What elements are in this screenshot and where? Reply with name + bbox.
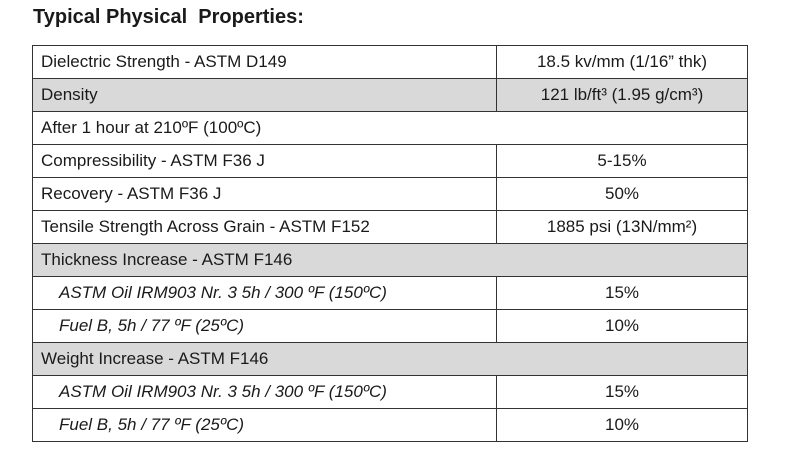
cell: 18.5 kv/mm (1/16” thk) xyxy=(496,45,748,79)
cell: 15% xyxy=(496,375,748,409)
cell: 5-15% xyxy=(496,144,748,178)
row: Tensile Strength Across Grain - ASTM F15… xyxy=(32,210,748,244)
cell: Fuel B, 5h / 77 ºF (25ºC) xyxy=(32,309,497,343)
cell: 10% xyxy=(496,408,748,442)
cell: 15% xyxy=(496,276,748,310)
row: Recovery - ASTM F36 J 50% xyxy=(32,177,748,211)
cell: Compressibility - ASTM F36 J xyxy=(32,144,497,178)
row: ASTM Oil IRM903 Nr. 3 5h / 300 ºF (150ºC… xyxy=(32,276,748,310)
cell: Tensile Strength Across Grain - ASTM F15… xyxy=(32,210,497,244)
cell: Density xyxy=(32,78,497,112)
row: Fuel B, 5h / 77 ºF (25ºC) 10% xyxy=(32,408,748,442)
cell: Fuel B, 5h / 77 ºF (25ºC) xyxy=(32,408,497,442)
row: Weight Increase - ASTM F146 xyxy=(32,342,748,376)
cell: 50% xyxy=(496,177,748,211)
cell: 121 lb/ft³ (1.95 g/cm³) xyxy=(496,78,748,112)
cell: ASTM Oil IRM903 Nr. 3 5h / 300 ºF (150ºC… xyxy=(32,276,497,310)
row: ASTM Oil IRM903 Nr. 3 5h / 300 ºF (150ºC… xyxy=(32,375,748,409)
properties-table: Dielectric Strength - ASTM D149 18.5 kv/m… xyxy=(32,45,748,442)
row: Compressibility - ASTM F36 J 5-15% xyxy=(32,144,748,178)
row: Thickness Increase - ASTM F146 xyxy=(32,243,748,277)
cell: ASTM Oil IRM903 Nr. 3 5h / 300 ºF (150ºC… xyxy=(32,375,497,409)
row: Dielectric Strength - ASTM D149 18.5 kv/m… xyxy=(32,45,748,79)
cell: 1885 psi (13N/mm²) xyxy=(496,210,748,244)
row: Fuel B, 5h / 77 ºF (25ºC) 10% xyxy=(32,309,748,343)
cell: Dielectric Strength - ASTM D149 xyxy=(32,45,497,79)
cell: 10% xyxy=(496,309,748,343)
row: After 1 hour at 210ºF (100ºC) xyxy=(32,111,748,145)
cell: Weight Increase - ASTM F146 xyxy=(32,342,748,376)
title: Typical Physical Properties: xyxy=(33,6,304,28)
cell: Thickness Increase - ASTM F146 xyxy=(32,243,748,277)
row: Density 121 lb/ft³ (1.95 g/cm³) xyxy=(32,78,748,112)
cell: Recovery - ASTM F36 J xyxy=(32,177,497,211)
cell: After 1 hour at 210ºF (100ºC) xyxy=(32,111,748,145)
